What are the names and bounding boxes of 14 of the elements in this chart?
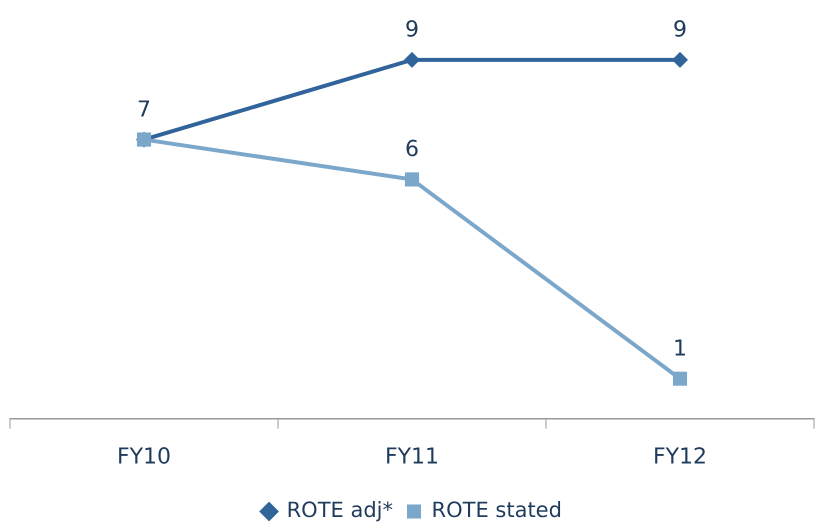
data-label: 1 <box>673 336 687 362</box>
data-label: 9 <box>405 18 419 43</box>
data-label: 9 <box>673 18 687 43</box>
data-label: 6 <box>405 137 419 162</box>
point <box>404 52 420 68</box>
x-tick-label: FY11 <box>384 444 440 470</box>
data-label: 7 <box>137 97 151 122</box>
point <box>672 372 688 386</box>
point <box>672 52 688 68</box>
x-tick-label: FY12 <box>652 444 708 470</box>
legend-label: ROTE adj* <box>286 498 394 522</box>
legend-label: ROTE stated <box>432 498 562 522</box>
point <box>404 172 420 187</box>
x-tick-label: FY10 <box>116 444 172 470</box>
